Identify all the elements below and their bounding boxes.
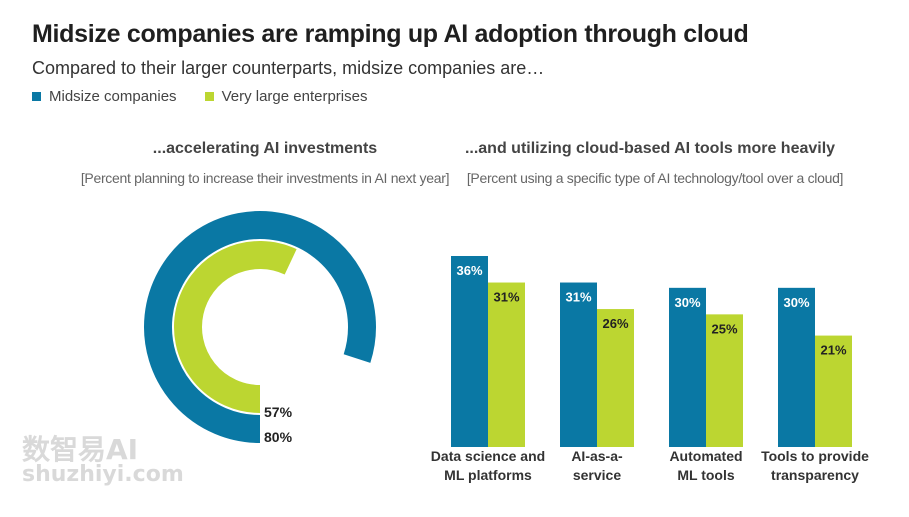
category-label-0-1: ML platforms [444,467,532,483]
watermark-line2: shuzhiyi.com [22,462,184,487]
legend: Midsize companies Very large enterprises [32,88,367,105]
category-label-3-1: transparency [771,467,859,483]
bar-midsize-0 [451,256,488,447]
category-label-2-0: Automated [669,448,742,464]
bar-large-1 [597,309,634,447]
ring-arc-midsize [144,211,376,443]
legend-swatch-midsize [32,92,41,101]
category-label-2-1: ML tools [677,467,735,483]
left-heading: ...accelerating AI investments [152,140,378,157]
legend-swatch-large [204,92,214,101]
bar-large-3 [815,335,852,447]
right-note: [Percent using a specific type of AI tec… [466,170,844,186]
bar-label-large-1: 26% [602,316,628,331]
bar-midsize-2 [669,287,706,447]
bar-label-midsize-2: 30% [674,295,700,310]
watermark-line1: 数智易AI [22,433,139,466]
chart-title: Midsize companies are ramping up AI adop… [32,20,749,48]
bar-midsize-3 [778,287,815,447]
ring-label-midsize: 80% [264,429,293,445]
bar-large-2 [706,314,743,447]
bar-label-large-3: 21% [820,343,846,358]
ring-arc-large [174,241,297,413]
left-note: [Percent planning to increase their inve… [80,170,450,186]
category-label-0-0: Data science and [431,448,545,464]
bar-large-0 [488,282,525,447]
legend-item-large: Very large enterprises [204,88,368,105]
bar-midsize-1 [560,282,597,447]
bar-label-midsize-0: 36% [456,263,482,278]
bar-label-large-0: 31% [493,290,519,305]
chart-subtitle: Compared to their larger counterparts, m… [32,58,545,78]
bar-label-midsize-1: 31% [565,290,591,305]
category-label-3-0: Tools to provide [761,448,869,464]
legend-label-large: Very large enterprises [221,88,368,105]
category-label-1-0: AI-as-a- [571,448,623,464]
ring-label-large: 57% [264,404,293,420]
right-heading: ...and utilizing cloud-based AI tools mo… [464,140,836,157]
bar-label-large-2: 25% [711,321,737,336]
legend-label-midsize: Midsize companies [49,88,177,105]
category-label-1-1: service [573,467,621,483]
bar-label-midsize-3: 30% [783,295,809,310]
legend-item-midsize: Midsize companies [32,88,177,105]
